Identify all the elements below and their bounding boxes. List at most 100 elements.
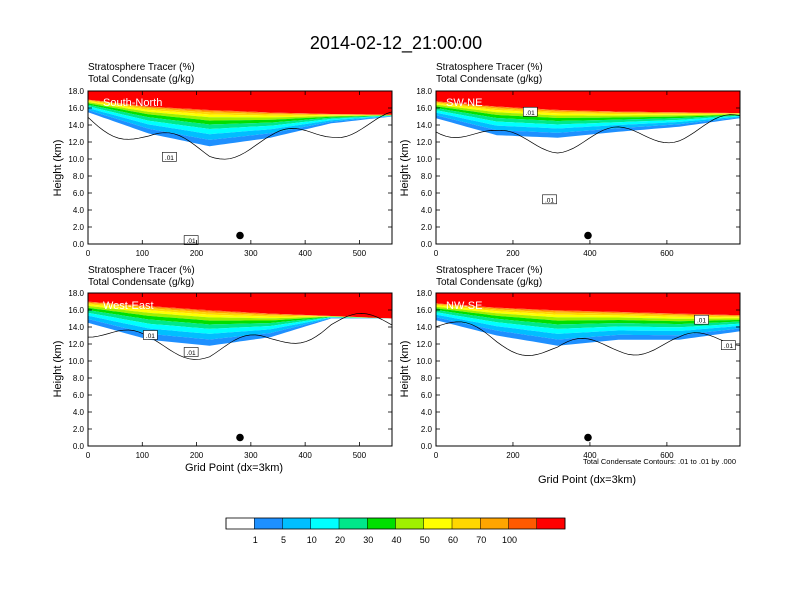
tracer-band xyxy=(88,293,392,319)
y-tick-label: 8.0 xyxy=(421,374,433,383)
y-tick-label: 14.0 xyxy=(416,121,432,130)
tracer-band xyxy=(436,317,740,346)
tracer-band xyxy=(88,305,392,321)
x-tick-label: 200 xyxy=(506,249,520,258)
condensate-contour xyxy=(87,111,393,160)
tracer-band xyxy=(436,303,740,317)
x-tick-label: 0 xyxy=(434,451,439,460)
y-tick-label: 4.0 xyxy=(421,408,433,417)
tracer-band xyxy=(436,314,740,340)
colorbar-swatch xyxy=(480,518,509,529)
panel-west-east: Stratosphere Tracer (%) Total Condensate… xyxy=(52,265,393,474)
colorbar-label: 30 xyxy=(363,535,373,545)
x-tick-label: 400 xyxy=(583,451,597,460)
contour-label-box xyxy=(721,340,736,351)
tracer-band xyxy=(436,293,740,316)
colorbar-label: 5 xyxy=(281,535,286,545)
y-axis-label: Height (km) xyxy=(52,341,64,398)
y-tick-label: 8.0 xyxy=(421,172,433,181)
y-tick-label: 12.0 xyxy=(68,340,84,349)
tracer-band xyxy=(436,112,740,133)
tracer-band xyxy=(436,91,740,114)
y-tick-label: 0.0 xyxy=(421,240,433,249)
location-marker xyxy=(236,433,244,442)
tracer-band xyxy=(436,110,740,129)
x-tick-label: 100 xyxy=(136,249,150,258)
tracer-band xyxy=(436,304,740,318)
tracer-band xyxy=(436,312,740,334)
y-tick-label: 2.0 xyxy=(421,425,433,434)
x-tick-label: 0 xyxy=(86,249,91,258)
tracer-band xyxy=(88,307,392,325)
contour-label: .01 xyxy=(146,333,155,340)
colorbar-swatch xyxy=(508,518,538,529)
plot-area: .01 .01 0.0 2.0 4.0 6.0 8.0 10.0 12.0 14.0 16.0 18.… xyxy=(68,87,393,258)
y-tick-label: 6.0 xyxy=(421,189,433,198)
y-tick-label: 0.0 xyxy=(73,240,85,249)
colorbar-swatch xyxy=(254,518,283,529)
contour-label-box xyxy=(694,314,709,325)
y-tick-label: 8.0 xyxy=(73,374,85,383)
tracer-band xyxy=(436,108,740,125)
panel-header-tracer: Stratosphere Tracer (%) xyxy=(88,62,195,73)
x-axis-label: Grid Point (dx=3km) xyxy=(538,474,636,486)
y-tick-label: 6.0 xyxy=(73,391,85,400)
y-tick-label: 2.0 xyxy=(421,223,433,232)
tracer-band xyxy=(88,303,392,319)
y-tick-label: 10.0 xyxy=(68,155,84,164)
tracer-band xyxy=(88,315,392,340)
contour-label: .01 xyxy=(165,155,174,162)
plot-area: .01 .01 0.0 2.0 4.0 6.0 8.0 10.0 12.0 14.0 16.0 18.… xyxy=(416,87,741,258)
tracer-band xyxy=(88,103,392,125)
y-tick-label: 18.0 xyxy=(416,289,432,298)
y-tick-label: 14.0 xyxy=(68,323,84,332)
y-axis-label: Height (km) xyxy=(399,341,411,398)
y-tick-label: 0.0 xyxy=(421,442,433,451)
panel-south-north: Stratosphere Tracer (%) Total Condensate… xyxy=(52,62,393,258)
tracer-band xyxy=(88,104,392,129)
y-tick-label: 16.0 xyxy=(68,104,84,113)
contour-label: .01 xyxy=(187,238,196,245)
colorbar-label: 70 xyxy=(476,535,486,545)
colorbar-label: 60 xyxy=(448,535,458,545)
x-tick-label: 600 xyxy=(660,249,674,258)
y-tick-label: 12.0 xyxy=(416,138,432,147)
y-tick-label: 0.0 xyxy=(73,442,85,451)
tracer-band xyxy=(88,99,392,115)
y-tick-label: 12.0 xyxy=(416,340,432,349)
contour-label-box xyxy=(542,194,557,205)
condensate-contour xyxy=(435,321,741,356)
y-axis-label: Height (km) xyxy=(52,140,64,197)
y-tick-label: 10.0 xyxy=(68,357,84,366)
colorbar-frame xyxy=(225,517,566,530)
contour-label-box xyxy=(162,152,177,162)
y-tick-label: 4.0 xyxy=(73,206,85,215)
tracer-band xyxy=(436,103,740,116)
panel-nw-se: Stratosphere Tracer (%) Total Condensate… xyxy=(399,265,741,486)
colorbar-swatch xyxy=(395,518,425,529)
plot-frame xyxy=(435,292,741,447)
x-tick-label: 0 xyxy=(434,249,439,258)
x-tick-label: 200 xyxy=(506,451,520,460)
panel-header-tracer: Stratosphere Tracer (%) xyxy=(88,265,195,276)
x-tick-label: 100 xyxy=(136,451,150,460)
main-title: 2014-02-12_21:00:00 xyxy=(310,33,482,54)
panel-label: SW-NE xyxy=(446,97,482,109)
panel-header-tracer: Stratosphere Tracer (%) xyxy=(436,265,543,276)
contour-label: .01 xyxy=(697,318,706,325)
y-tick-label: 18.0 xyxy=(416,87,432,96)
x-tick-label: 400 xyxy=(583,249,597,258)
colorbar-label: 10 xyxy=(307,535,317,545)
colorbar-swatch xyxy=(310,518,340,529)
y-tick-label: 16.0 xyxy=(68,306,84,315)
plot-area: .01 .01 0.0 2.0 4.0 6.0 8.0 10.0 12.0 14.0 16.0 18.… xyxy=(416,289,741,460)
plot-frame xyxy=(87,292,393,447)
x-tick-label: 500 xyxy=(353,249,367,258)
y-tick-label: 2.0 xyxy=(73,425,85,434)
tracer-band xyxy=(436,101,740,114)
x-axis-label: Grid Point (dx=3km) xyxy=(185,462,283,474)
x-tick-label: 300 xyxy=(244,451,258,460)
tracer-band xyxy=(436,106,740,122)
panel-label: South-North xyxy=(103,97,162,109)
